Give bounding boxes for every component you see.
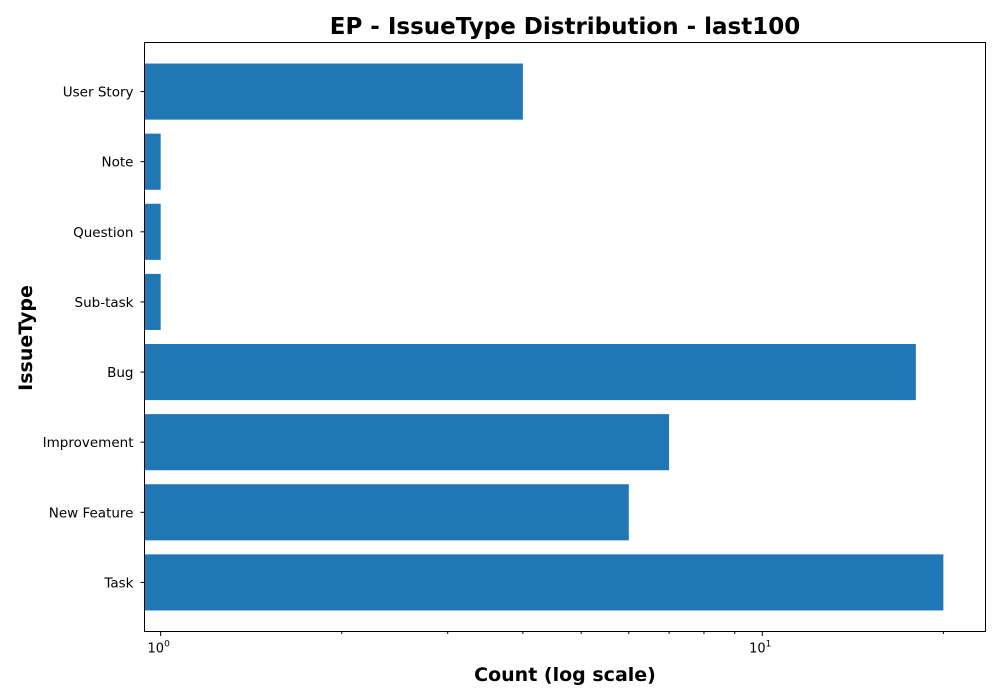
bar-task: [144, 554, 944, 611]
y-tick-label-question: Question: [73, 225, 133, 241]
bar-note: [144, 133, 161, 190]
y-tick-label-bug: Bug: [107, 365, 133, 381]
bar-bug: [144, 344, 916, 401]
y-tick-label-improvement: Improvement: [43, 435, 134, 451]
chart-title: EP - IssueType Distribution - last100: [330, 14, 801, 40]
x-tick-label: 100: [148, 640, 171, 657]
bar-new-feature: [144, 484, 629, 541]
y-axis-label: IssueType: [15, 285, 37, 391]
y-axis: Task New Feature Improvement Bug Sub-task Que…: [43, 85, 145, 591]
y-tick-label-task: Task: [103, 575, 133, 591]
bar-question: [144, 203, 161, 260]
y-tick-label-new-feature: New Feature: [49, 505, 134, 521]
bar-improvement: [144, 414, 670, 471]
x-axis-label: Count (log scale): [474, 664, 656, 686]
y-tick-label-sub-task: Sub-task: [75, 295, 134, 311]
y-tick-label-user-story: User Story: [63, 85, 134, 101]
bars-group: [144, 63, 944, 611]
x-axis: 100 101: [148, 631, 944, 657]
plot-frame: [144, 42, 986, 632]
y-tick-label-note: Note: [102, 155, 134, 171]
x-tick-label: 101: [749, 640, 771, 657]
bar-sub-task: [144, 273, 161, 330]
bar-user-story: [144, 63, 523, 120]
